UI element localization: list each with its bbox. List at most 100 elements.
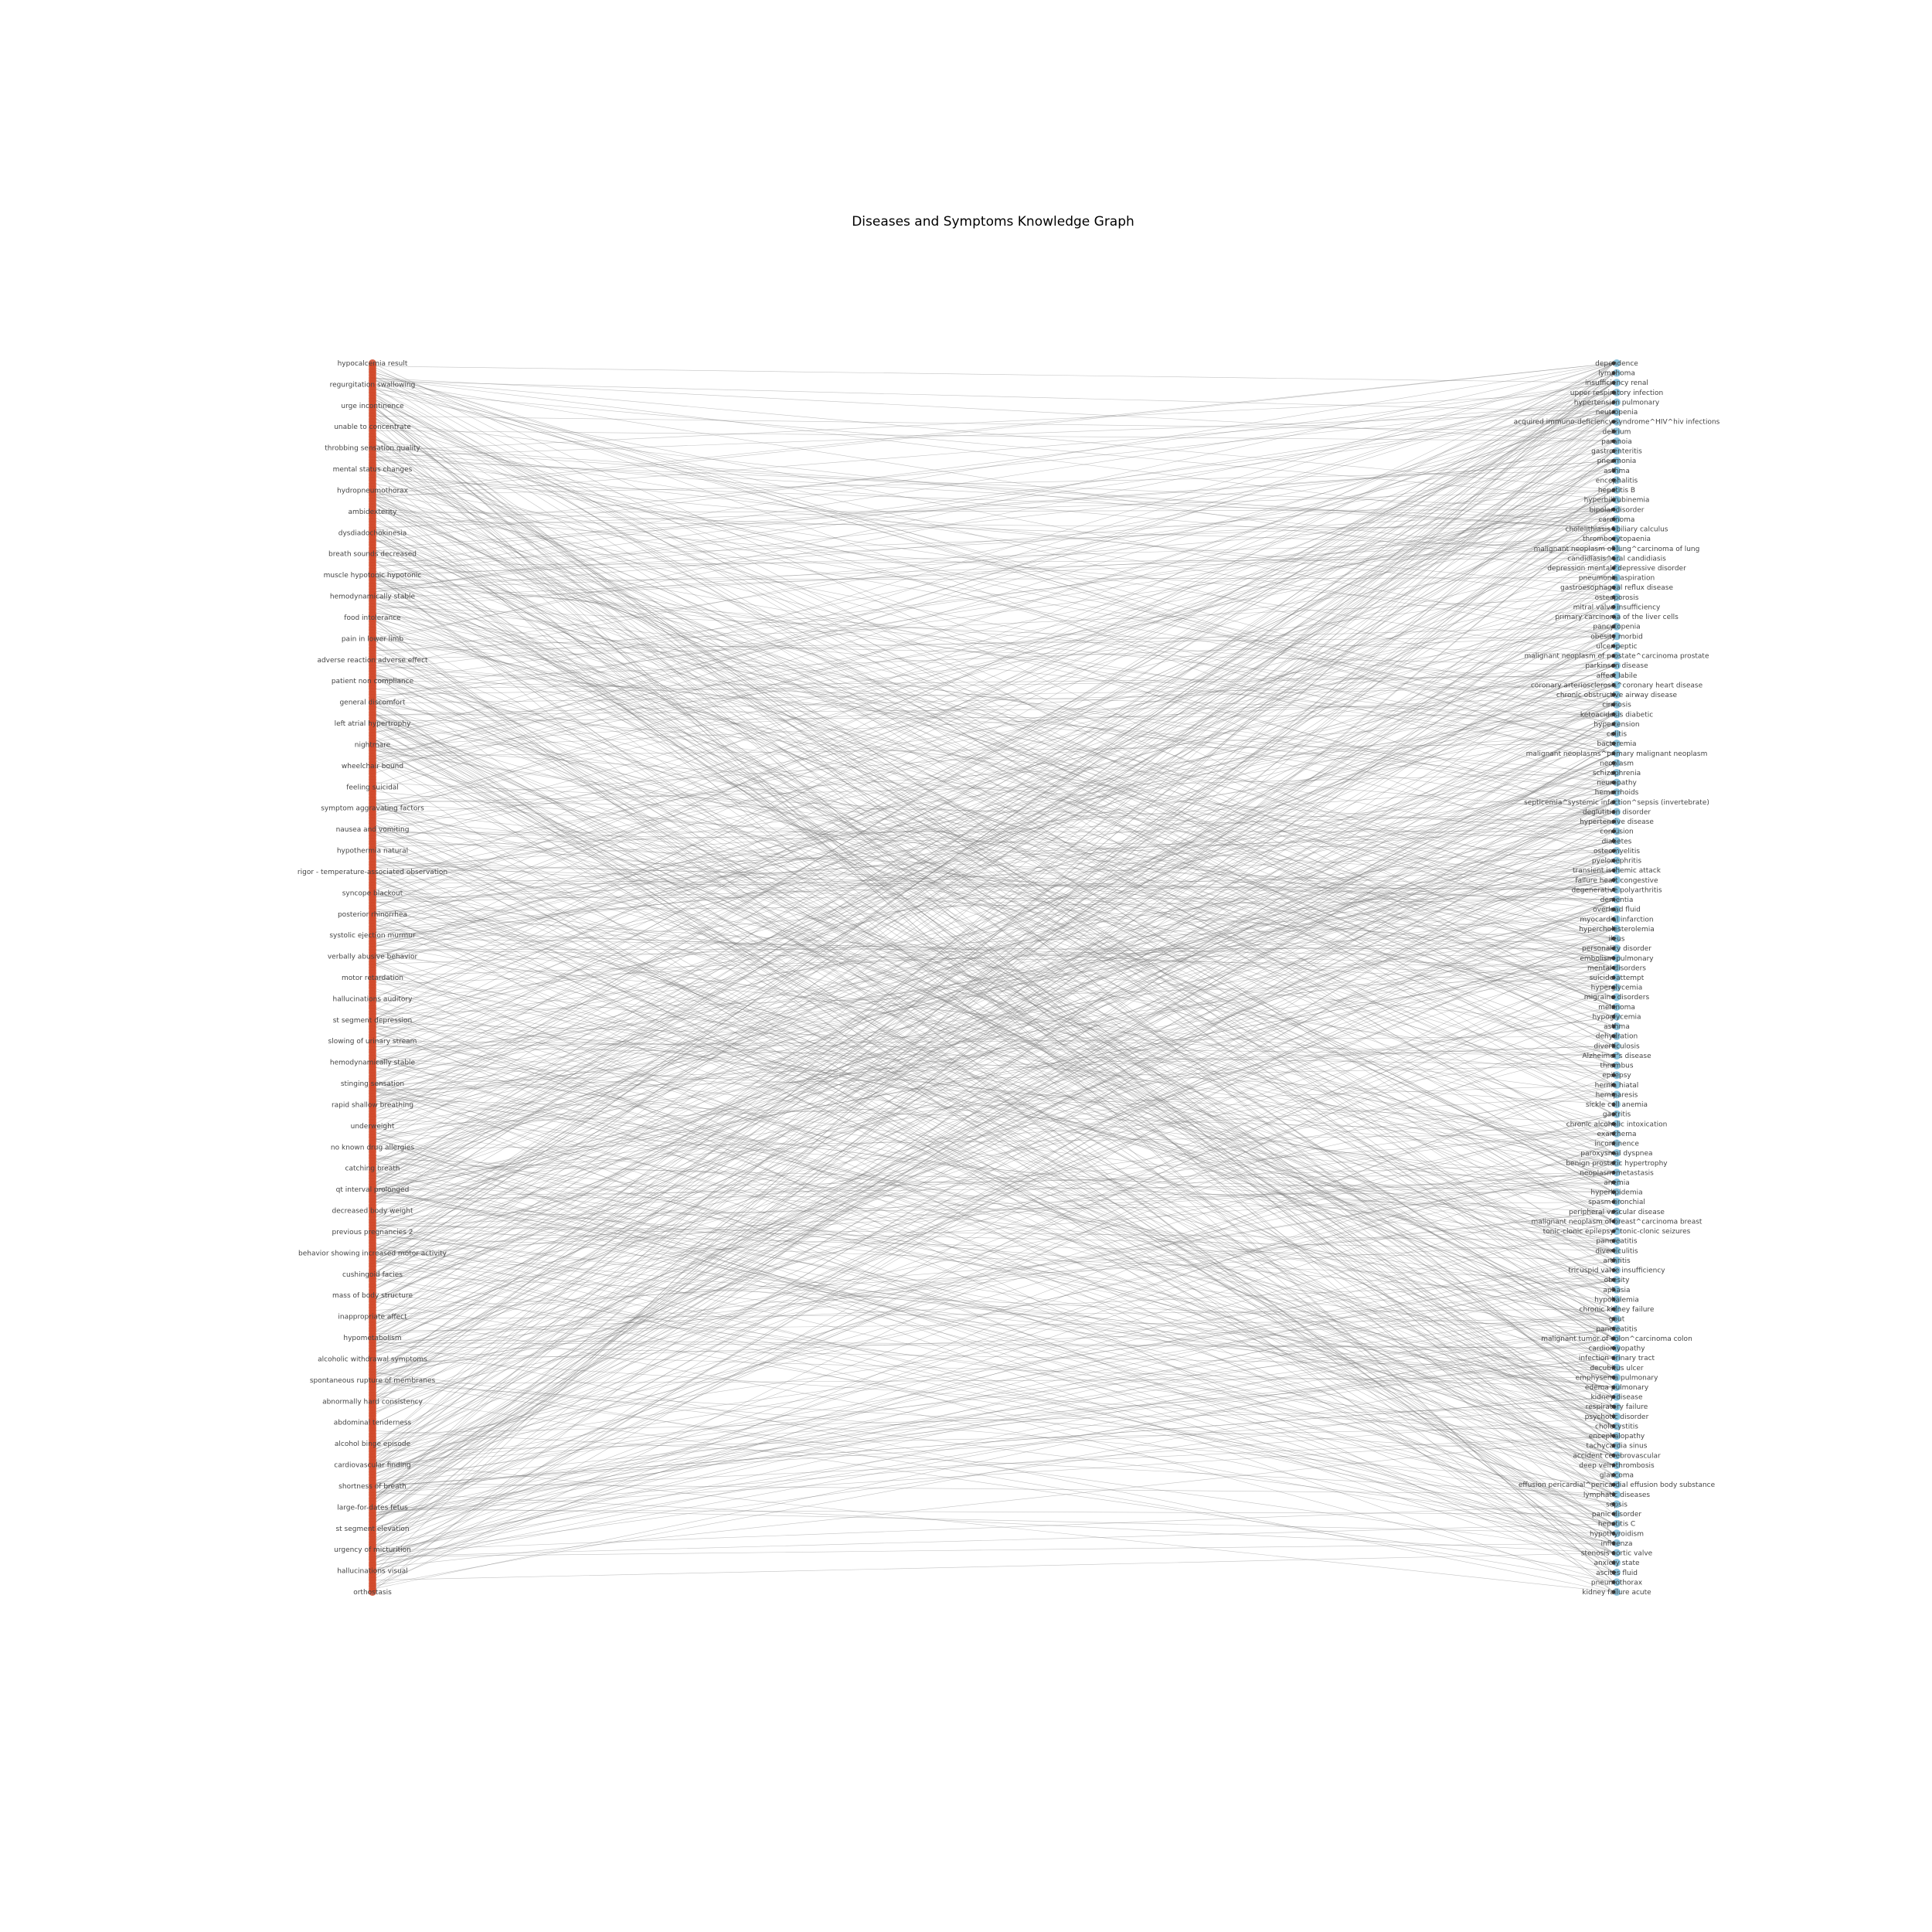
- disease-node: [1613, 1120, 1621, 1128]
- edge: [372, 743, 1614, 757]
- edge: [372, 923, 1614, 1281]
- disease-node: [1613, 1305, 1621, 1313]
- edge: [372, 636, 1614, 1405]
- edge: [372, 460, 1614, 1469]
- edge: [372, 700, 1614, 1407]
- edge: [372, 577, 1614, 910]
- edge-arrowhead: [1611, 439, 1616, 444]
- edge: [372, 675, 1614, 689]
- disease-node: [1613, 856, 1621, 865]
- edge: [372, 372, 1614, 786]
- edge: [372, 753, 1614, 1349]
- edge: [372, 577, 1614, 1032]
- disease-node: [1613, 622, 1621, 631]
- edge-arrowhead: [1611, 1424, 1616, 1428]
- edge: [372, 1175, 1614, 1495]
- edge: [372, 539, 1614, 1066]
- disease-label: chronic alcoholic intoxication: [1566, 1121, 1668, 1128]
- disease-node: [1613, 671, 1621, 679]
- edge: [372, 977, 1614, 1015]
- edge: [372, 392, 1614, 1100]
- edge-arrowhead: [1611, 887, 1616, 892]
- edge: [372, 459, 1614, 598]
- edge: [372, 1084, 1614, 1126]
- edge: [372, 382, 1614, 1396]
- edge: [372, 714, 1614, 1490]
- edge: [372, 908, 1614, 1164]
- disease-label: influenza: [1600, 1540, 1632, 1548]
- edge: [372, 1084, 1614, 1352]
- edge: [372, 685, 1614, 1132]
- edge: [372, 978, 1614, 1202]
- disease-node: [1613, 554, 1621, 563]
- disease-node: [1613, 662, 1621, 670]
- edge: [372, 1243, 1614, 1534]
- edge-arrowhead: [1611, 1131, 1616, 1136]
- edge: [372, 627, 1614, 959]
- edge-arrowhead: [1611, 1346, 1616, 1350]
- edge: [372, 1117, 1614, 1222]
- disease-node: [1613, 1549, 1621, 1557]
- edge: [372, 1008, 1614, 1456]
- edge: [372, 499, 1614, 807]
- edge-arrowhead: [1611, 1199, 1616, 1204]
- edge: [372, 685, 1614, 716]
- disease-label: degenerative polyarthritis: [1571, 886, 1662, 894]
- disease-node: [1613, 417, 1621, 426]
- edge: [372, 556, 1614, 754]
- disease-label: pyelonephritis: [1592, 858, 1641, 866]
- edge: [372, 772, 1614, 804]
- edge: [372, 685, 1614, 956]
- edge: [372, 498, 1614, 1114]
- symptom-label: qt interval prolonged: [336, 1186, 410, 1194]
- edge: [372, 377, 1614, 529]
- disease-node: [1613, 1344, 1621, 1352]
- edge: [372, 782, 1614, 1073]
- edge: [372, 968, 1614, 1413]
- edge: [372, 1492, 1614, 1553]
- disease-node: [1613, 769, 1621, 777]
- edge: [372, 372, 1614, 1088]
- edge-arrowhead: [1611, 1190, 1616, 1195]
- edge: [372, 512, 1614, 617]
- edge: [372, 1008, 1614, 1192]
- symptom-label: hemodynamically stable: [330, 1060, 416, 1067]
- disease-label: neoplasm: [1600, 760, 1634, 767]
- edge: [372, 1348, 1614, 1552]
- disease-node: [1613, 369, 1621, 377]
- edge: [372, 679, 1614, 715]
- edge: [372, 899, 1614, 1141]
- disease-label: anxiety state: [1594, 1560, 1640, 1567]
- edge: [372, 392, 1614, 1267]
- disease-node: [1613, 476, 1621, 485]
- edge: [372, 947, 1614, 951]
- disease-label: pancreatitis: [1596, 1238, 1637, 1246]
- edge: [372, 1187, 1614, 1505]
- edge: [372, 1338, 1614, 1566]
- edge: [372, 715, 1614, 1008]
- edge: [372, 1114, 1614, 1478]
- edge: [372, 436, 1614, 1164]
- disease-node: [1613, 593, 1621, 601]
- edge-arrowhead: [1611, 1395, 1616, 1400]
- edge: [372, 529, 1614, 698]
- edge: [372, 1090, 1614, 1553]
- edge: [372, 402, 1614, 1021]
- disease-node: [1613, 466, 1621, 474]
- edge: [372, 1248, 1614, 1388]
- disease-label: psychotic disorder: [1585, 1413, 1649, 1421]
- edge: [372, 723, 1614, 1251]
- edge: [372, 509, 1614, 1021]
- edge: [372, 1055, 1614, 1446]
- disease-label: spasm bronchial: [1588, 1199, 1645, 1206]
- edge: [372, 1342, 1614, 1349]
- edge: [372, 421, 1614, 1449]
- edge: [372, 451, 1614, 1319]
- edge: [372, 928, 1614, 1250]
- edge: [372, 882, 1614, 1310]
- edge: [372, 372, 1614, 754]
- disease-label: kidney disease: [1590, 1394, 1642, 1402]
- edge: [372, 673, 1614, 1017]
- disease-node: [1613, 544, 1621, 553]
